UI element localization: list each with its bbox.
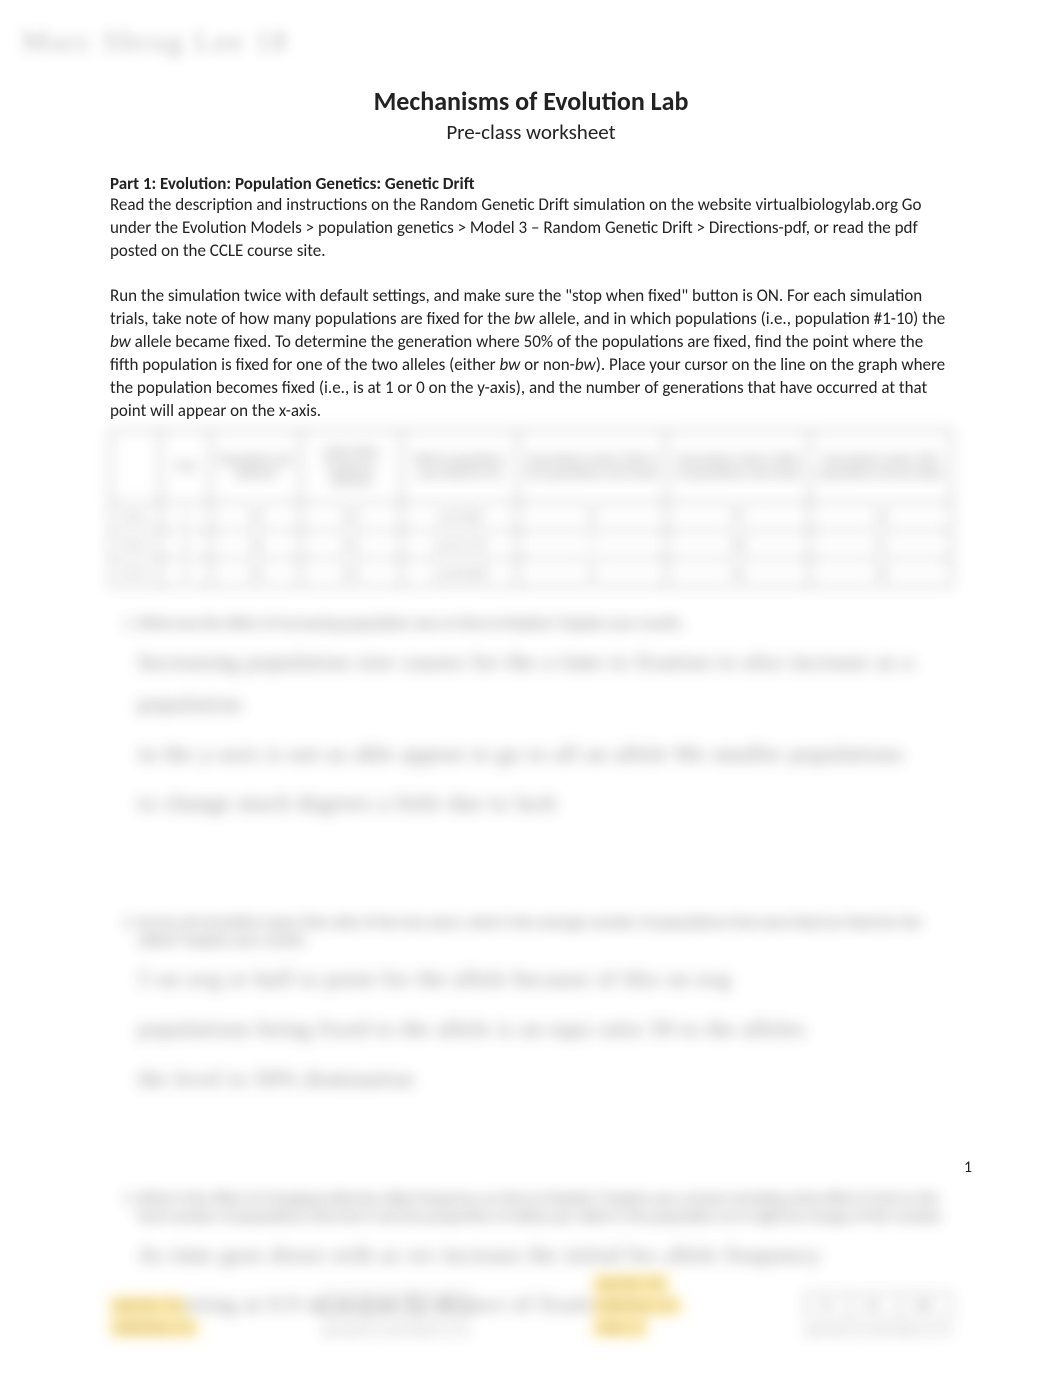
bw-italic-4: bw [575, 354, 596, 375]
question-2: Across all simulation types (the ratio o… [138, 914, 952, 1099]
cell: 6 [518, 559, 667, 587]
th-gen-lost: Generations where 50% populations lost b… [810, 431, 952, 503]
q2-answer-line1: 5 on avg or half to point for the allele… [138, 958, 952, 1000]
th-trial: Trial [161, 431, 211, 503]
cell: 7 [518, 531, 667, 559]
cell: 2 [161, 531, 211, 559]
part1-heading: Part 1: Evolution: Population Genetics: … [110, 173, 952, 194]
caption: generations to reach fixation (x of 3) [322, 1324, 469, 1337]
cell: 2 [323, 1294, 367, 1318]
blurred-content-region: Trial Population size (default) Initial … [0, 420, 1062, 1377]
para2-mid3: or non- [520, 354, 575, 375]
cell: 38 [666, 531, 810, 559]
q1-answer-line1: Increasing population size causes for th… [138, 641, 952, 725]
cell: Trial 3 [111, 559, 161, 587]
cell: 78 [417, 1294, 468, 1318]
q1-text: What was the effect of increasing popula… [138, 615, 684, 633]
q2-text: Across all simulation types (the ratio o… [138, 914, 921, 950]
cell: 19 [810, 559, 952, 587]
table-header-row: Trial Population size (default) Initial … [111, 431, 952, 503]
q1-answer-line3: to change much degrees a little due to l… [138, 782, 952, 824]
mini-right-table: 8 41 60 generations to reach fixation (x… [805, 1293, 952, 1337]
cell: Trial 2 [111, 531, 161, 559]
paragraph-1: Read the description and instructions on… [110, 194, 952, 263]
th-blank [111, 431, 161, 503]
caption: generations to reach fixation (x of 3) [805, 1324, 952, 1337]
hl-label: pop size = 40 [593, 1275, 668, 1293]
q3-text: What is the effect of changing initial b… [138, 1190, 943, 1226]
cell: 1,2,4,5,6,8 [401, 559, 517, 587]
cell: 47 [666, 503, 810, 531]
results-table: Trial Population size (default) Initial … [110, 430, 952, 587]
bottom-mini-tables: pop size = 10 initial freq = 0.1 2 16 78… [110, 1275, 952, 1337]
cell: 41 [850, 1294, 901, 1318]
page-title: Mechanisms of Evolution Lab [110, 85, 952, 117]
paragraph-2: Run the simulation twice with default se… [110, 285, 952, 423]
bw-italic-2: bw [110, 331, 131, 352]
mini-mid: pop size = 40 initial freq = 0.1 trials … [593, 1275, 681, 1337]
cell: 1 [161, 503, 211, 531]
worksheet-page: Marc Shrug Lee 18 Mechanisms of Evolutio… [0, 0, 1062, 1377]
cell: 8 [806, 1294, 850, 1318]
hl-label: trials = 3 [593, 1319, 647, 1337]
cell: 21 [810, 531, 952, 559]
question-1: What was the effect of increasing popula… [138, 615, 952, 824]
th-popsize: Population size (default) [211, 431, 301, 503]
para2-mid1: allele, and in which populations (i.e., … [535, 308, 945, 329]
cell: 3 [161, 559, 211, 587]
mini-left: pop size = 10 initial freq = 0.1 [110, 1297, 198, 1337]
th-initfreq: Initial allele frequency (default) [301, 431, 402, 503]
hl-label: initial freq = 0.1 [593, 1297, 681, 1315]
question-list: What was the effect of increasing popula… [110, 615, 952, 1325]
cell: 0.5 [301, 531, 402, 559]
th-gen-50: Generations where 50% of the populations… [518, 431, 667, 503]
table-row: Trial 3 3 10 0.5 1,2,4,5,6,8 6 52 19 [111, 559, 952, 587]
cell: 52 [666, 559, 810, 587]
cell: 60 [901, 1294, 952, 1318]
th-gen-100: Generations where 100% of populations we… [666, 431, 810, 503]
th-fixed-bw: Which populations were fixed for bw [401, 431, 517, 503]
q2-answer-line2: populations being fixed to the allele is… [138, 1008, 952, 1050]
cell: 16 [367, 1294, 418, 1318]
cell: 2,3,5,7,10 [401, 531, 517, 559]
cell: 0.5 [301, 559, 402, 587]
hl-label: pop size = 10 [110, 1297, 185, 1315]
bw-italic-1: bw [514, 308, 535, 329]
page-subtitle: Pre-class worksheet [110, 119, 952, 145]
table-row: Trial 2 2 10 0.5 2,3,5,7,10 7 38 21 [111, 531, 952, 559]
student-name-handwriting: Marc Shrug Lee 18 [22, 25, 288, 59]
page-number: 1 [964, 1158, 972, 1177]
cell: 10 [211, 559, 301, 587]
mini-left-table: 2 16 78 generations to reach fixation (x… [322, 1293, 469, 1337]
cell: 8 [518, 503, 667, 531]
cell: Trial 1 [111, 503, 161, 531]
cell: 0.5 [301, 503, 402, 531]
q3-answer-line1: As time goes down with as we increase th… [138, 1234, 952, 1276]
cell: 16 [810, 503, 952, 531]
table-row: Trial 1 1 10 0.5 1,4,7,8,9 8 47 16 [111, 503, 952, 531]
q1-answer-line2: in the y-axis is not as able appear to g… [138, 733, 952, 775]
cell: 10 [211, 531, 301, 559]
cell: 1,4,7,8,9 [401, 503, 517, 531]
hl-label: initial freq = 0.1 [110, 1319, 198, 1337]
cell: 10 [211, 503, 301, 531]
q2-answer-line3: the level to 50% domination [138, 1058, 952, 1100]
bw-italic-3: bw [499, 354, 520, 375]
